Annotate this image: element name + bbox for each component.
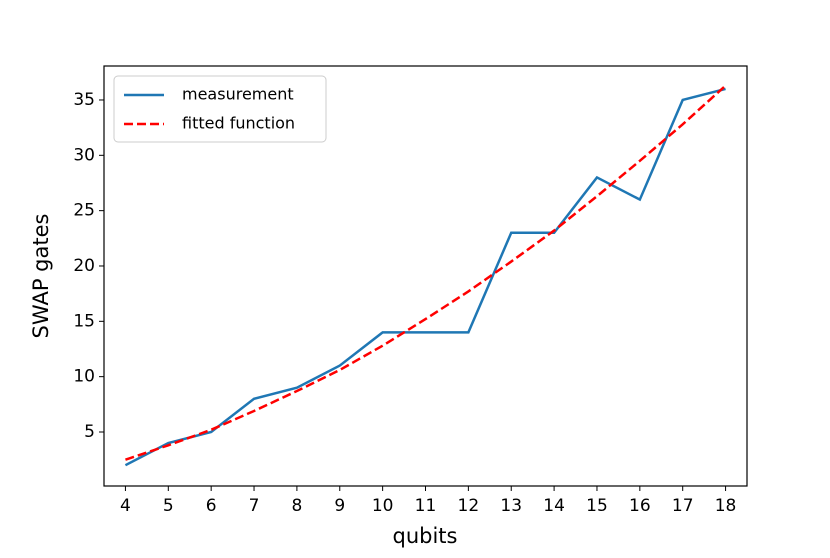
x-tick-label: 8 (291, 496, 302, 516)
y-axis-label: SWAP gates (29, 214, 53, 339)
series-line (124, 87, 726, 467)
x-tick-label: 12 (458, 496, 480, 516)
x-tick-label: 13 (500, 496, 522, 516)
y-tick-label: 25 (73, 201, 95, 221)
y-tick-label: 15 (73, 311, 95, 331)
y-tick-label: 35 (73, 90, 95, 110)
x-tick-label: 10 (372, 496, 394, 516)
legend-label: measurement (182, 85, 294, 104)
y-tick-label: 20 (73, 256, 95, 276)
x-axis-label: qubits (393, 524, 458, 548)
legend-box (113, 75, 327, 143)
x-tick-label: 17 (672, 496, 694, 516)
x-tick-label: 16 (629, 496, 651, 516)
y-tick-label: 5 (84, 422, 95, 442)
series-line (125, 84, 727, 461)
x-tick-label: 6 (206, 496, 217, 516)
y-tick-label: 10 (73, 367, 95, 387)
x-tick-label: 9 (334, 496, 345, 516)
x-tick-label: 18 (715, 496, 737, 516)
x-tick-label: 4 (120, 496, 131, 516)
y-tick-label: 30 (73, 145, 95, 165)
x-tick-label: 7 (249, 496, 260, 516)
x-tick-label: 14 (543, 496, 565, 516)
legend-label: fitted function (182, 114, 295, 133)
plot-frame (103, 65, 748, 487)
x-tick-label: 5 (163, 496, 174, 516)
x-tick-label: 11 (415, 496, 437, 516)
x-tick-label: 15 (586, 496, 608, 516)
